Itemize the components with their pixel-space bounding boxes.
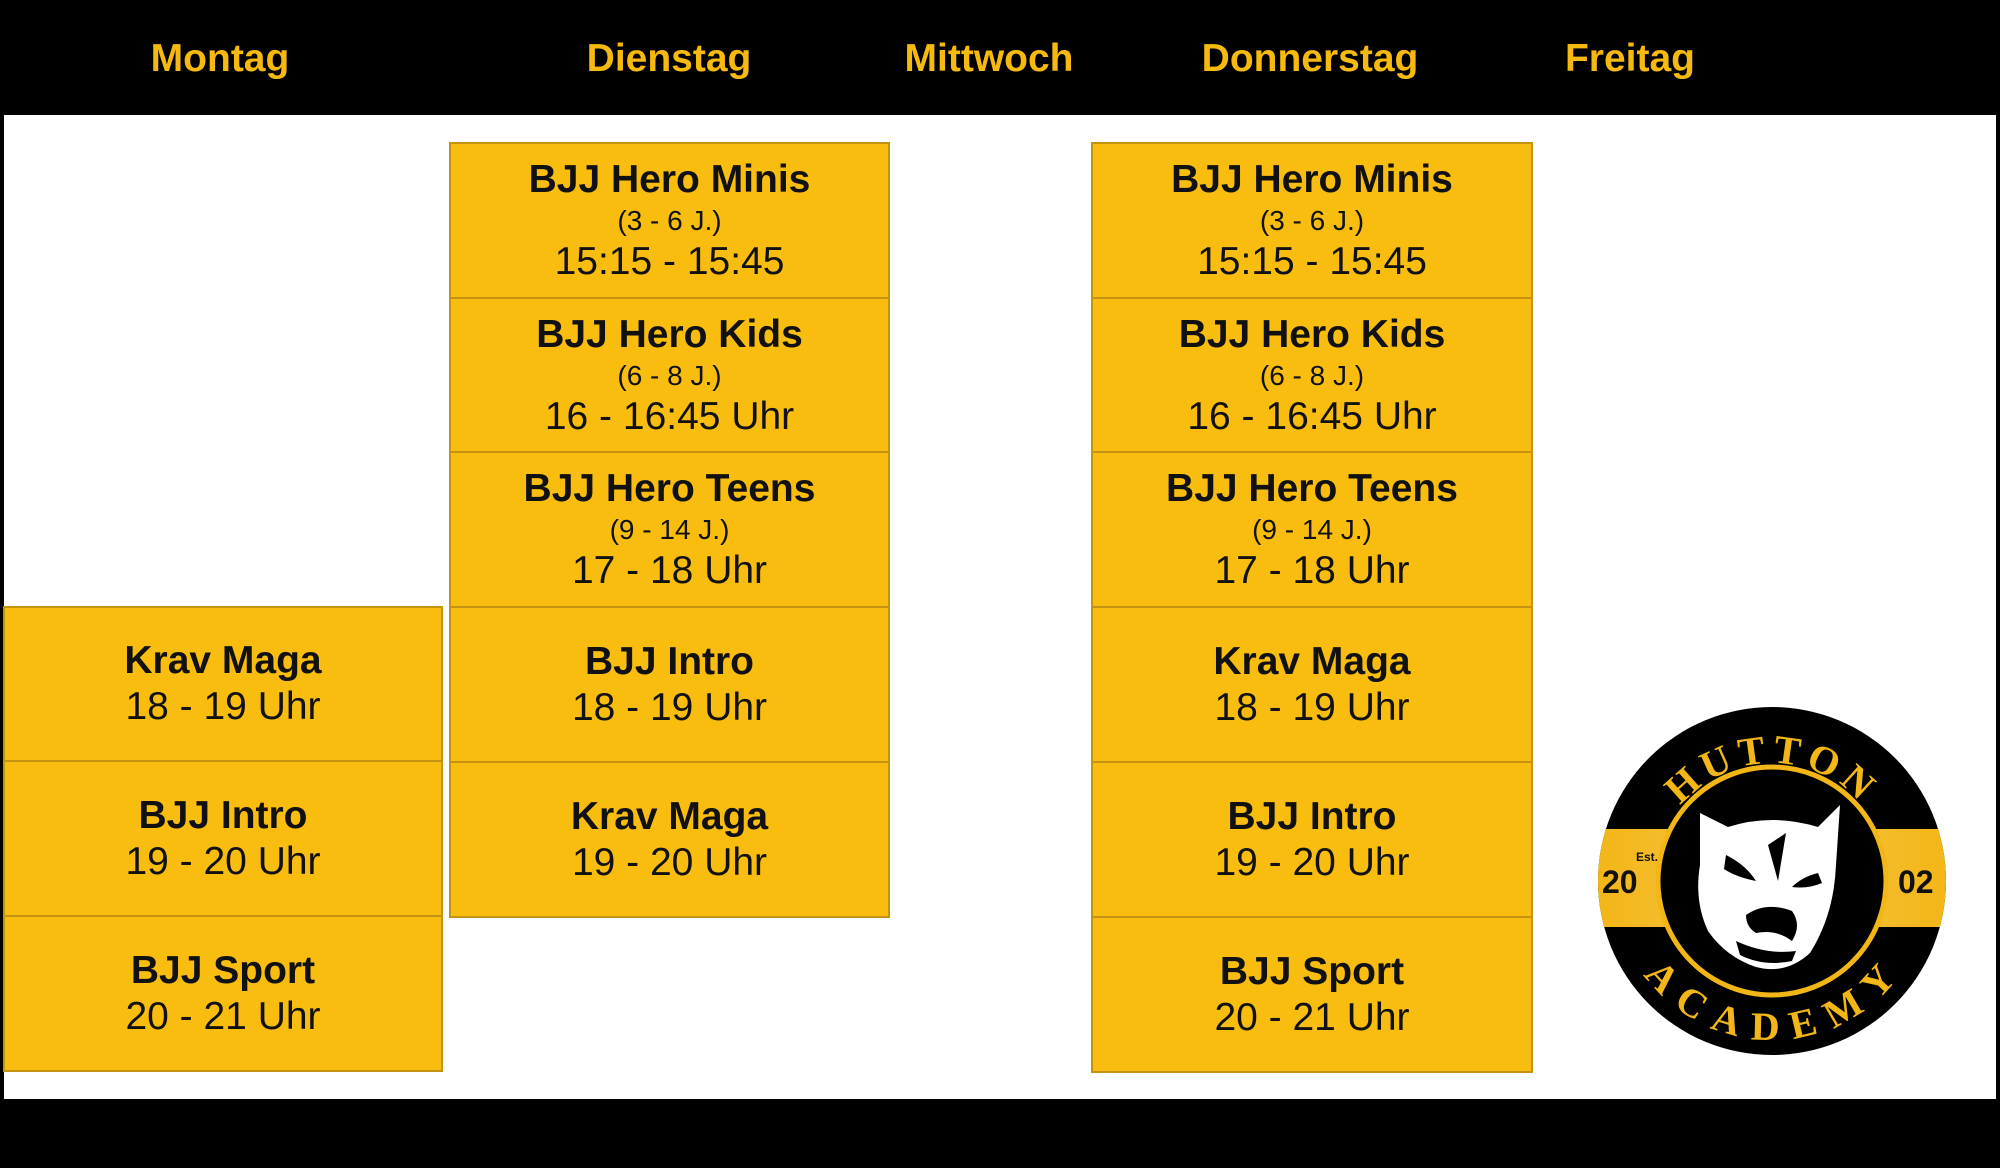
class-time: 20 - 21 Uhr xyxy=(1214,995,1410,1039)
class-age: (9 - 14 J.) xyxy=(609,513,730,545)
day-header-montag: Montag xyxy=(150,37,290,80)
svg-text:20: 20 xyxy=(1602,864,1638,900)
logo-emblem-icon: HUTTON ACADEMY Est. 20 02 xyxy=(1598,707,1946,1055)
class-slot: BJJ Sport 20 - 21 Uhr xyxy=(3,915,443,1072)
class-slot: BJJ Hero Teens (9 - 14 J.) 17 - 18 Uhr xyxy=(449,451,890,608)
class-time: 20 - 21 Uhr xyxy=(125,994,321,1038)
day-header-dienstag: Dienstag xyxy=(586,37,752,80)
class-age: (9 - 14 J.) xyxy=(1252,513,1372,545)
class-title: Krav Maga xyxy=(570,794,769,838)
class-slot: BJJ Hero Kids (6 - 8 J.) 16 - 16:45 Uhr xyxy=(449,297,890,454)
class-slot: Krav Maga 18 - 19 Uhr xyxy=(1091,606,1533,763)
class-time: 19 - 20 Uhr xyxy=(571,840,768,884)
class-title: BJJ Hero Teens xyxy=(1166,466,1458,510)
class-time: 17 - 18 Uhr xyxy=(571,548,768,592)
class-title: BJJ Hero Minis xyxy=(528,157,811,201)
class-slot: BJJ Intro 18 - 19 Uhr xyxy=(449,606,890,763)
class-title: BJJ Hero Minis xyxy=(1171,157,1453,201)
day-header-donnerstag: Donnerstag xyxy=(1201,37,1419,80)
class-slot: BJJ Intro 19 - 20 Uhr xyxy=(1091,761,1533,918)
class-title: BJJ Intro xyxy=(584,639,755,683)
bulldog-head-icon xyxy=(1698,805,1840,970)
column-dienstag: BJJ Hero Minis (3 - 6 J.) 15:15 - 15:45 … xyxy=(449,142,890,918)
svg-text:02: 02 xyxy=(1898,864,1934,900)
class-title: BJJ Sport xyxy=(1219,949,1405,993)
class-title: BJJ Intro xyxy=(1227,794,1397,838)
class-time: 18 - 19 Uhr xyxy=(1214,685,1410,729)
day-header-mittwoch: Mittwoch xyxy=(904,37,1074,80)
class-time: 18 - 19 Uhr xyxy=(571,685,768,729)
class-title: BJJ Hero Kids xyxy=(1178,312,1446,356)
class-title: BJJ Hero Teens xyxy=(523,466,816,510)
footer-bar xyxy=(3,1100,1997,1165)
hutton-academy-logo: HUTTON ACADEMY Est. 20 02 xyxy=(1596,705,1948,1057)
column-montag: Krav Maga 18 - 19 Uhr BJJ Intro 19 - 20 … xyxy=(3,606,443,1072)
class-time: 19 - 20 Uhr xyxy=(1214,840,1410,884)
class-title: BJJ Intro xyxy=(138,793,308,837)
class-time: 17 - 18 Uhr xyxy=(1214,548,1410,592)
class-time: 19 - 20 Uhr xyxy=(125,839,321,883)
svg-text:Est.: Est. xyxy=(1636,850,1658,864)
class-slot: BJJ Hero Minis (3 - 6 J.) 15:15 - 15:45 xyxy=(449,142,890,299)
class-age: (3 - 6 J.) xyxy=(1259,204,1365,236)
class-slot: BJJ Sport 20 - 21 Uhr xyxy=(1091,916,1533,1073)
class-time: 18 - 19 Uhr xyxy=(125,685,321,728)
class-slot: BJJ Intro 19 - 20 Uhr xyxy=(3,760,443,917)
class-time: 16 - 16:45 Uhr xyxy=(544,394,795,438)
class-time: 16 - 16:45 Uhr xyxy=(1187,394,1437,438)
class-time: 15:15 - 15:45 xyxy=(554,239,785,283)
class-slot: Krav Maga 19 - 20 Uhr xyxy=(449,761,890,918)
class-slot: BJJ Hero Minis (3 - 6 J.) 15:15 - 15:45 xyxy=(1091,142,1533,299)
class-slot: BJJ Hero Teens (9 - 14 J.) 17 - 18 Uhr xyxy=(1091,451,1533,608)
class-time: 15:15 - 15:45 xyxy=(1197,239,1427,283)
day-header-freitag: Freitag xyxy=(1564,37,1696,80)
day-header-bar: Montag Dienstag Mittwoch Donnerstag Frei… xyxy=(3,3,1997,114)
class-slot: Krav Maga 18 - 19 Uhr xyxy=(3,606,443,762)
class-title: Krav Maga xyxy=(1213,639,1411,683)
class-title: BJJ Sport xyxy=(130,948,316,992)
column-donnerstag: BJJ Hero Minis (3 - 6 J.) 15:15 - 15:45 … xyxy=(1091,142,1533,1073)
class-age: (3 - 6 J.) xyxy=(617,204,722,236)
class-age: (6 - 8 J.) xyxy=(1259,359,1365,391)
class-title: BJJ Hero Kids xyxy=(536,312,803,356)
class-slot: BJJ Hero Kids (6 - 8 J.) 16 - 16:45 Uhr xyxy=(1091,297,1533,454)
class-title: Krav Maga xyxy=(124,639,322,682)
class-age: (6 - 8 J.) xyxy=(617,359,722,391)
